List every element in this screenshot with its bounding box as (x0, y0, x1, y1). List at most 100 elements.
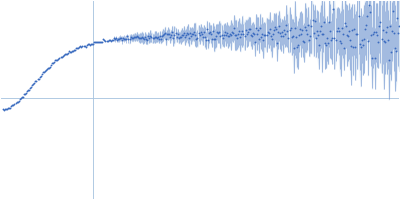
Point (237, 35, 244, 38)
Point (380, 39, 387, 42)
Point (341, 46, 347, 49)
Point (9, 104, 16, 107)
Point (169, 30, 176, 34)
Point (333, 29, 340, 32)
Point (182, 36, 188, 39)
Point (183, 34, 189, 37)
Point (248, 34, 254, 37)
Point (178, 35, 184, 39)
Point (272, 25, 278, 29)
Point (113, 36, 119, 39)
Point (18, 97, 24, 100)
Point (276, 24, 282, 27)
Point (360, 43, 366, 46)
Point (375, 40, 382, 43)
Point (350, 45, 356, 48)
Point (222, 31, 228, 34)
Point (94, 40, 100, 44)
Point (391, 32, 397, 35)
Point (338, 26, 345, 30)
Point (22, 92, 28, 95)
Point (81, 44, 88, 47)
Point (274, 41, 280, 45)
Point (324, 37, 330, 40)
Point (250, 31, 256, 34)
Point (196, 34, 203, 37)
Point (162, 31, 168, 34)
Point (194, 37, 201, 40)
Point (144, 38, 150, 41)
Point (119, 38, 126, 42)
Point (271, 29, 277, 32)
Point (1, 108, 7, 111)
Point (290, 34, 296, 38)
Point (34, 77, 41, 80)
Point (358, 46, 364, 49)
Point (52, 59, 58, 62)
Point (367, 10, 373, 14)
Point (270, 32, 276, 35)
Point (116, 37, 122, 40)
Point (117, 36, 123, 40)
Point (292, 26, 298, 29)
Point (181, 32, 187, 35)
Point (336, 39, 343, 43)
Point (59, 54, 66, 57)
Point (262, 33, 269, 36)
Point (198, 32, 205, 36)
Point (233, 33, 239, 37)
Point (305, 23, 312, 26)
Point (137, 36, 143, 39)
Point (307, 35, 314, 38)
Point (54, 58, 60, 61)
Point (27, 86, 33, 90)
Point (309, 19, 316, 22)
Point (65, 51, 71, 54)
Point (369, 56, 375, 59)
Point (352, 45, 358, 49)
Point (217, 34, 224, 37)
Point (100, 38, 106, 41)
Point (208, 32, 214, 36)
Point (286, 28, 293, 32)
Point (76, 45, 82, 48)
Point (225, 35, 231, 38)
Point (257, 26, 264, 29)
Point (143, 37, 150, 40)
Point (203, 39, 209, 42)
Point (147, 34, 154, 37)
Point (29, 83, 36, 86)
Point (273, 28, 279, 31)
Point (349, 28, 356, 32)
Point (193, 38, 200, 41)
Point (121, 37, 128, 40)
Point (304, 32, 310, 35)
Point (152, 35, 159, 38)
Point (290, 46, 297, 49)
Point (148, 36, 155, 39)
Point (254, 32, 260, 35)
Point (204, 27, 210, 30)
Point (171, 33, 178, 36)
Point (77, 45, 84, 48)
Point (44, 67, 50, 70)
Point (130, 36, 136, 39)
Point (323, 43, 329, 47)
Point (159, 35, 165, 38)
Point (36, 75, 43, 79)
Point (16, 99, 22, 103)
Point (200, 35, 206, 38)
Point (108, 38, 115, 41)
Point (139, 35, 145, 38)
Point (161, 32, 167, 36)
Point (213, 34, 220, 37)
Point (308, 25, 315, 28)
Point (234, 36, 240, 40)
Point (55, 57, 62, 60)
Point (214, 30, 220, 34)
Point (255, 29, 261, 32)
Point (28, 86, 34, 89)
Point (205, 38, 211, 42)
Point (211, 37, 218, 40)
Point (30, 83, 36, 86)
